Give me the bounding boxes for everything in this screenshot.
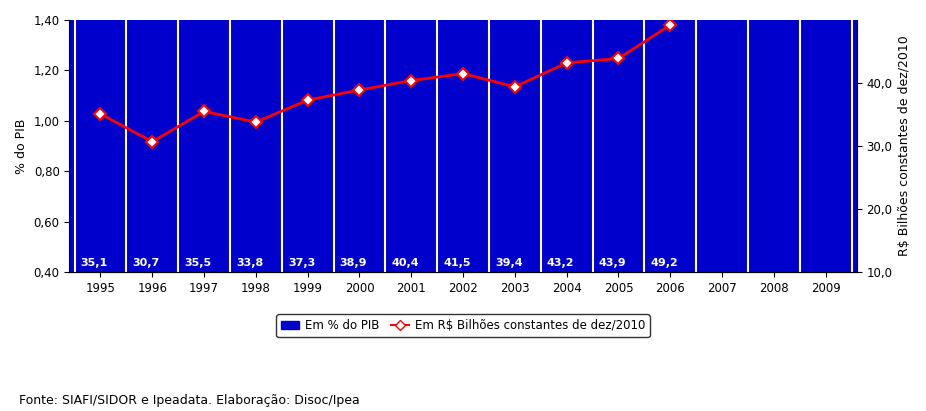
Text: 30,7: 30,7 <box>132 259 160 268</box>
Bar <box>234 20 278 272</box>
Text: 35,5: 35,5 <box>184 259 211 268</box>
Bar <box>596 20 641 272</box>
Text: 33,8: 33,8 <box>236 259 263 268</box>
Bar <box>337 20 382 272</box>
Text: 49,2: 49,2 <box>651 259 679 268</box>
Bar <box>389 20 433 272</box>
Text: 40,4: 40,4 <box>392 259 419 268</box>
Bar <box>285 20 330 272</box>
Bar <box>441 20 485 272</box>
Bar <box>700 20 745 272</box>
Y-axis label: % do PIB: % do PIB <box>15 118 28 174</box>
Text: 39,4: 39,4 <box>495 259 523 268</box>
Bar <box>544 20 589 272</box>
Bar <box>182 20 226 272</box>
Y-axis label: R$ Bilhões constantes de dez/2010: R$ Bilhões constantes de dez/2010 <box>898 36 911 256</box>
Bar <box>79 20 122 272</box>
Text: 35,1: 35,1 <box>81 259 108 268</box>
Bar <box>752 20 795 272</box>
Bar <box>493 20 537 272</box>
Bar <box>804 20 847 272</box>
Bar <box>648 20 693 272</box>
Text: 43,9: 43,9 <box>599 259 626 268</box>
Text: 38,9: 38,9 <box>340 259 368 268</box>
Text: 41,5: 41,5 <box>444 259 471 268</box>
Text: Fonte: SIAFI/SIDOR e Ipeadata. Elaboração: Disoc/Ipea: Fonte: SIAFI/SIDOR e Ipeadata. Elaboraçã… <box>19 394 359 407</box>
Legend: Em % do PIB, Em R$ Bilhões constantes de dez/2010: Em % do PIB, Em R$ Bilhões constantes de… <box>277 314 650 337</box>
Text: 43,2: 43,2 <box>547 259 574 268</box>
Text: 37,3: 37,3 <box>288 259 315 268</box>
Bar <box>131 20 174 272</box>
